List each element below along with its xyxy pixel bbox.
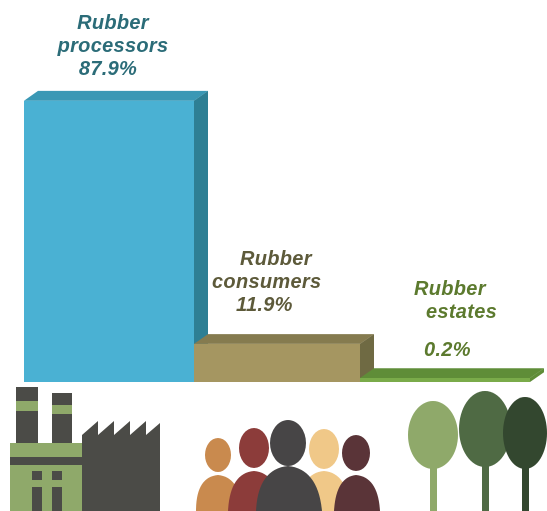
bar-top-face — [194, 334, 374, 344]
bar-front-face — [360, 378, 530, 382]
bar-rubber-estates — [360, 368, 544, 382]
bar-top-face — [24, 90, 208, 101]
bar-front-face — [24, 100, 194, 382]
bar-rubber-processors — [24, 90, 208, 383]
bar-side-face — [360, 334, 374, 382]
trees-icon — [408, 391, 547, 511]
label-rubber-processors: Rubber processors 87.9% — [38, 12, 188, 81]
bar-side-face — [194, 90, 208, 383]
category-label-line: processors — [57, 35, 169, 57]
category-label-line: estates — [426, 301, 498, 323]
value-label: 87.9% — [78, 58, 138, 80]
category-label-line: Rubber — [77, 12, 149, 34]
label-rubber-consumers: Rubber consumers 11.9% — [212, 248, 372, 317]
category-label-line: Rubber — [240, 248, 312, 270]
value-label: 11.9% — [236, 294, 293, 316]
bar-rubber-consumers — [194, 334, 374, 382]
category-label-line: consumers — [212, 271, 322, 293]
people-icon — [196, 420, 380, 511]
label-rubber-estates: Rubber estates 0.2% — [412, 278, 532, 362]
bar-top-face — [360, 368, 544, 378]
category-label-line: Rubber — [414, 278, 486, 300]
bar-front-face — [194, 343, 360, 382]
value-label: 0.2% — [424, 339, 471, 361]
factory-icon — [10, 387, 160, 511]
bar-side-face — [530, 368, 544, 382]
icons-row — [10, 387, 547, 511]
